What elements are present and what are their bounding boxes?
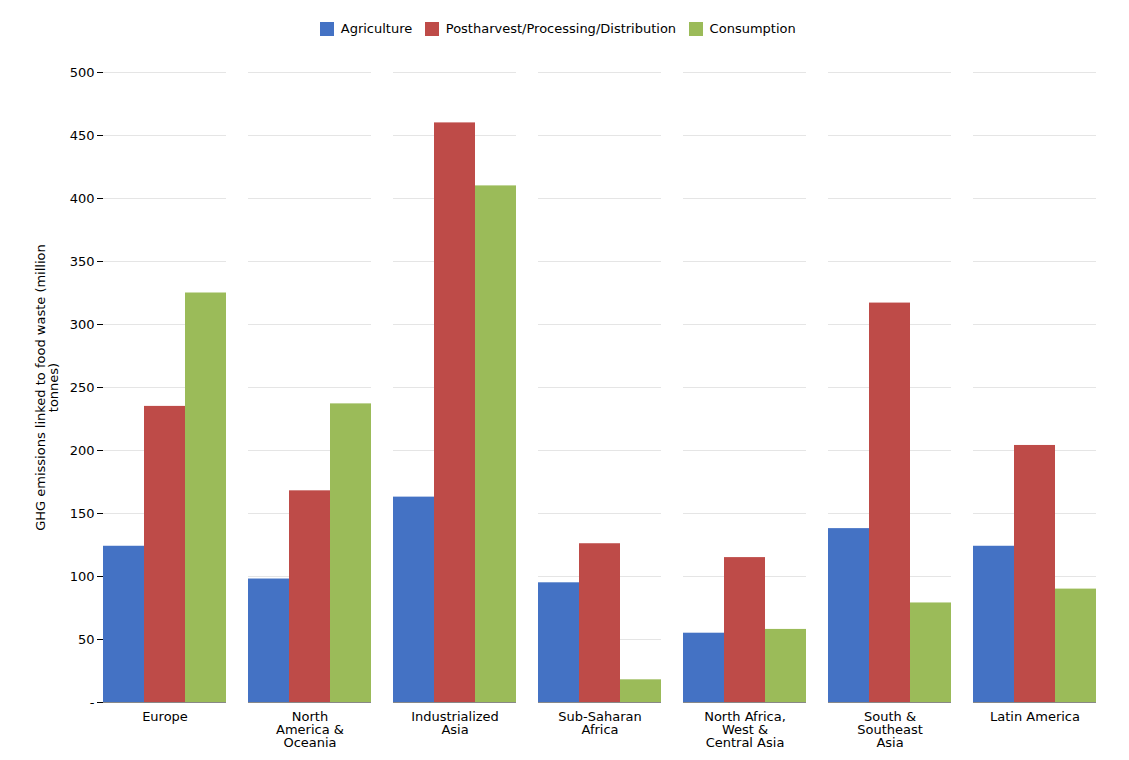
html-text:Agriculture: Agriculture — [340, 21, 413, 36]
svg-text:500: 500 — [70, 64, 95, 79]
svg-text:50: 50 — [78, 631, 95, 646]
svg-text:300: 300 — [70, 316, 95, 331]
svg-text:400: 400 — [70, 190, 95, 205]
svg-text:-: - — [90, 694, 95, 709]
svg-text:150: 150 — [70, 505, 95, 520]
svg-text:450: 450 — [70, 127, 95, 142]
svg-text:Sub-SaharanAfrica: Sub-SaharanAfrica — [558, 708, 641, 736]
svg-text:Latin America: Latin America — [990, 708, 1080, 723]
svg-text:North Africa,West &Central Asi: North Africa,West &Central Asia — [704, 708, 786, 749]
svg-text:250: 250 — [70, 379, 95, 394]
svg-text:Europe: Europe — [142, 708, 188, 723]
html-text:Postharvest/Processing/Distrib: Postharvest/Processing/Distribution — [445, 21, 677, 36]
svg-text:GHG emissions linked to food w: GHG emissions linked to food waste (mill… — [33, 244, 61, 531]
svg-text:IndustrializedAsia: IndustrializedAsia — [411, 708, 499, 736]
svg-text:South &SoutheastAsia: South &SoutheastAsia — [857, 708, 923, 749]
svg-text:100: 100 — [70, 568, 95, 583]
svg-text:NorthAmerica &Oceania: NorthAmerica &Oceania — [276, 708, 344, 749]
svg-text:200: 200 — [70, 442, 95, 457]
html-text:Consumption: Consumption — [709, 21, 796, 36]
svg-text:350: 350 — [70, 253, 95, 268]
